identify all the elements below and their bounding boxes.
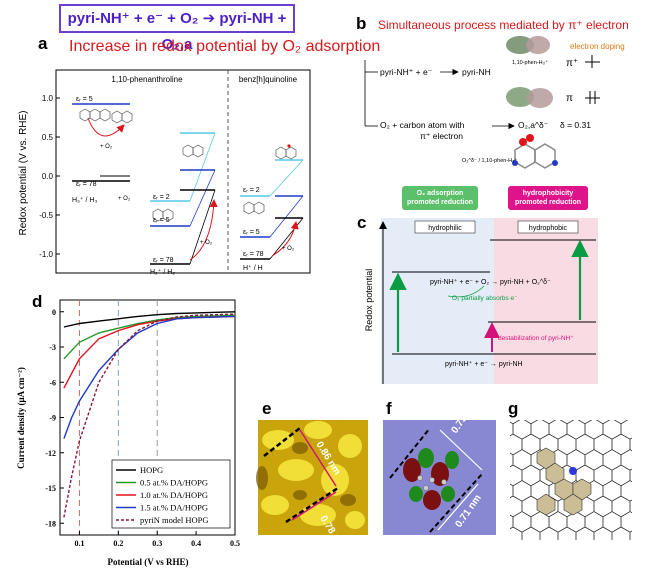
y-tick-label: -15 [45, 484, 56, 493]
y-tick-label: 0 [52, 308, 56, 317]
x-tick-label: 0.4 [191, 539, 201, 548]
panel-g-lattice: g [508, 399, 632, 540]
mol2-label: O₂^δ⁻ / 1,10-phen-H₃⁺ [462, 157, 517, 164]
series-line-hopg [63, 311, 236, 328]
eps5-label: εᵣ = 5 [76, 96, 93, 103]
series-line-1-5-at-da-hopg [63, 315, 236, 439]
panel-c-ylabel: Redox potential [364, 269, 374, 332]
rxn1-left: pyri-NH⁺ + e⁻ [380, 67, 432, 77]
ytick: -1.0 [39, 250, 53, 259]
eps5-label: εᵣ = 5 [153, 217, 170, 224]
x-tick-label: 0.2 [113, 539, 123, 548]
eps78-label: εᵣ = 78 [76, 181, 97, 188]
panel-f-orbital: f 0.73 nm 0.71 nm [383, 399, 496, 535]
series-line-0-5-at-da-hopg [63, 314, 236, 360]
legend-label: pyriN model HOPG [140, 515, 208, 525]
rxn2-right: O₂,a^δ⁻ [518, 120, 548, 130]
o2-adsorption-badge: O₂ adsorption promoted reduction [406, 190, 474, 206]
y-tick-label: -9 [49, 414, 56, 423]
ytick: 0.0 [42, 172, 54, 181]
orbital-molecule-1 [506, 36, 553, 108]
panel-e-label: e [262, 399, 271, 418]
y-tick-label: -18 [45, 519, 56, 528]
rxn1-right: pyri-NH [462, 67, 491, 77]
rxn-top: pyri-NH⁺ + e⁻ + O₂ → pyri-NH + O₂^δ⁻ [430, 278, 551, 286]
x-tick-label: 0.3 [152, 539, 162, 548]
panel-d-chart: d Current density (μA cm⁻²) Potential (V… [16, 292, 240, 567]
rxn-bottom: pyri-NH⁺ + e⁻ → pyri-NH [445, 360, 523, 368]
panel-d-label: d [32, 292, 42, 311]
eps78-label: εᵣ = 78 [243, 251, 264, 258]
y-tick-label: -12 [45, 449, 56, 458]
panel-e-stm-image: e 0.86 nm 0.78 nm [256, 399, 368, 551]
panel-d-xlabel: Potential (V vs RHE) [107, 557, 188, 567]
panel-f-label: f [386, 399, 392, 418]
legend-label: 1.5 at.% DA/HOPG [140, 503, 208, 513]
delta-label: δ = 0.31 [560, 120, 591, 130]
highlighted-hexagons [536, 447, 592, 516]
destabilization-label: destabilization of pyri-NH⁺ [498, 335, 574, 342]
h-label: H⁺ / H [243, 264, 263, 272]
col1-title: 1,10-phenanthroline [111, 75, 183, 84]
panel-g-label: g [508, 399, 518, 418]
series-line-pyrin-model-hopg [63, 313, 236, 518]
hydrophobicity-badge: hydrophobicity promoted reduction [514, 190, 582, 206]
panel-a-label: a [38, 34, 48, 53]
eps78-label: εᵣ = 78 [153, 257, 174, 264]
panel-d-ylabel: Current density (μA cm⁻²) [16, 367, 26, 469]
legend-label: 0.5 at.% DA/HOPG [140, 478, 208, 488]
x-tick-label: 0.5 [230, 539, 240, 548]
phenanthroline-molecule [79, 108, 133, 124]
ytick: 0.5 [42, 133, 54, 142]
chart-legend: HOPG 0.5 at.% DA/HOPG 1.0 at.% DA/HOPG 1.5 … [111, 459, 231, 529]
electron-doping-label: electron doping [570, 42, 625, 51]
eps2-label: εᵣ = 2 [243, 187, 260, 194]
panel-a-ylabel: Redox potential (V vs. RHE) [18, 110, 29, 235]
plus-o2-label: + O₂ [100, 144, 113, 150]
col2-title: benz[h]quinoline [239, 75, 298, 84]
rxn2-left2: π⁺ electron [420, 131, 463, 141]
panel-c-label: c [357, 213, 366, 232]
legend-label: HOPG [140, 465, 163, 475]
plus-o2-label: + O₂ [118, 196, 131, 202]
legend-label: 1.0 at.% DA/HOPG [140, 490, 208, 500]
eps5-label: εᵣ = 5 [243, 229, 260, 236]
panel-b-label: b [356, 14, 367, 33]
y-tick-label: -6 [49, 378, 56, 387]
h2-label: H₂⁺ / H₂ [150, 268, 175, 276]
rxn2-left: O₂ + carbon atom with [380, 120, 465, 130]
benzquinoline-molecule [243, 144, 297, 215]
reaction-header: pyri-NH⁺ + e⁻ + O₂ ➔ pyri-NH + O₂,a [59, 4, 295, 53]
eps2-label: εᵣ = 2 [153, 194, 170, 201]
panel-b-mechanism: pyri-NH⁺ + e⁻ pyri-NH O₂ + carbon atom w… [364, 36, 625, 169]
y-tick-label: -3 [49, 343, 56, 352]
h3-label: H₃⁺ / H₃ [72, 196, 97, 204]
phen-molecule-2 [152, 144, 204, 222]
plus-o2-label: + O₂ [282, 246, 295, 252]
ytick: 1.0 [42, 94, 54, 103]
nitrogen-atom [569, 467, 577, 475]
panel-b-title: Simultaneous process mediated by π⁺ elec… [378, 18, 629, 32]
o2-partially-label: O₂ partially absorbs e⁻ [452, 295, 518, 302]
panel-a-title: Increase in redox potential by O₂ adsorp… [69, 38, 381, 55]
hydrophilic-label: hydrophilic [428, 225, 462, 232]
panel-c-schematic: c O₂ adsorption promoted reduction hydro… [357, 186, 598, 384]
ytick: -0.5 [39, 211, 53, 220]
pi-plus-label: π⁺ [566, 58, 578, 69]
o2-adsorbed-molecule [512, 134, 558, 169]
pi-label: π [566, 93, 573, 104]
hydrophobic-label: hydrophobic [529, 225, 568, 232]
mol1-label: 1,10-phen-H₃⁺ [512, 59, 548, 66]
x-tick-label: 0.1 [74, 539, 84, 548]
panel-a-energy-diagram: 1,10-phenanthroline benz[h]quinoline Red… [18, 69, 311, 276]
plus-o2-label: + O₂ [200, 240, 213, 246]
